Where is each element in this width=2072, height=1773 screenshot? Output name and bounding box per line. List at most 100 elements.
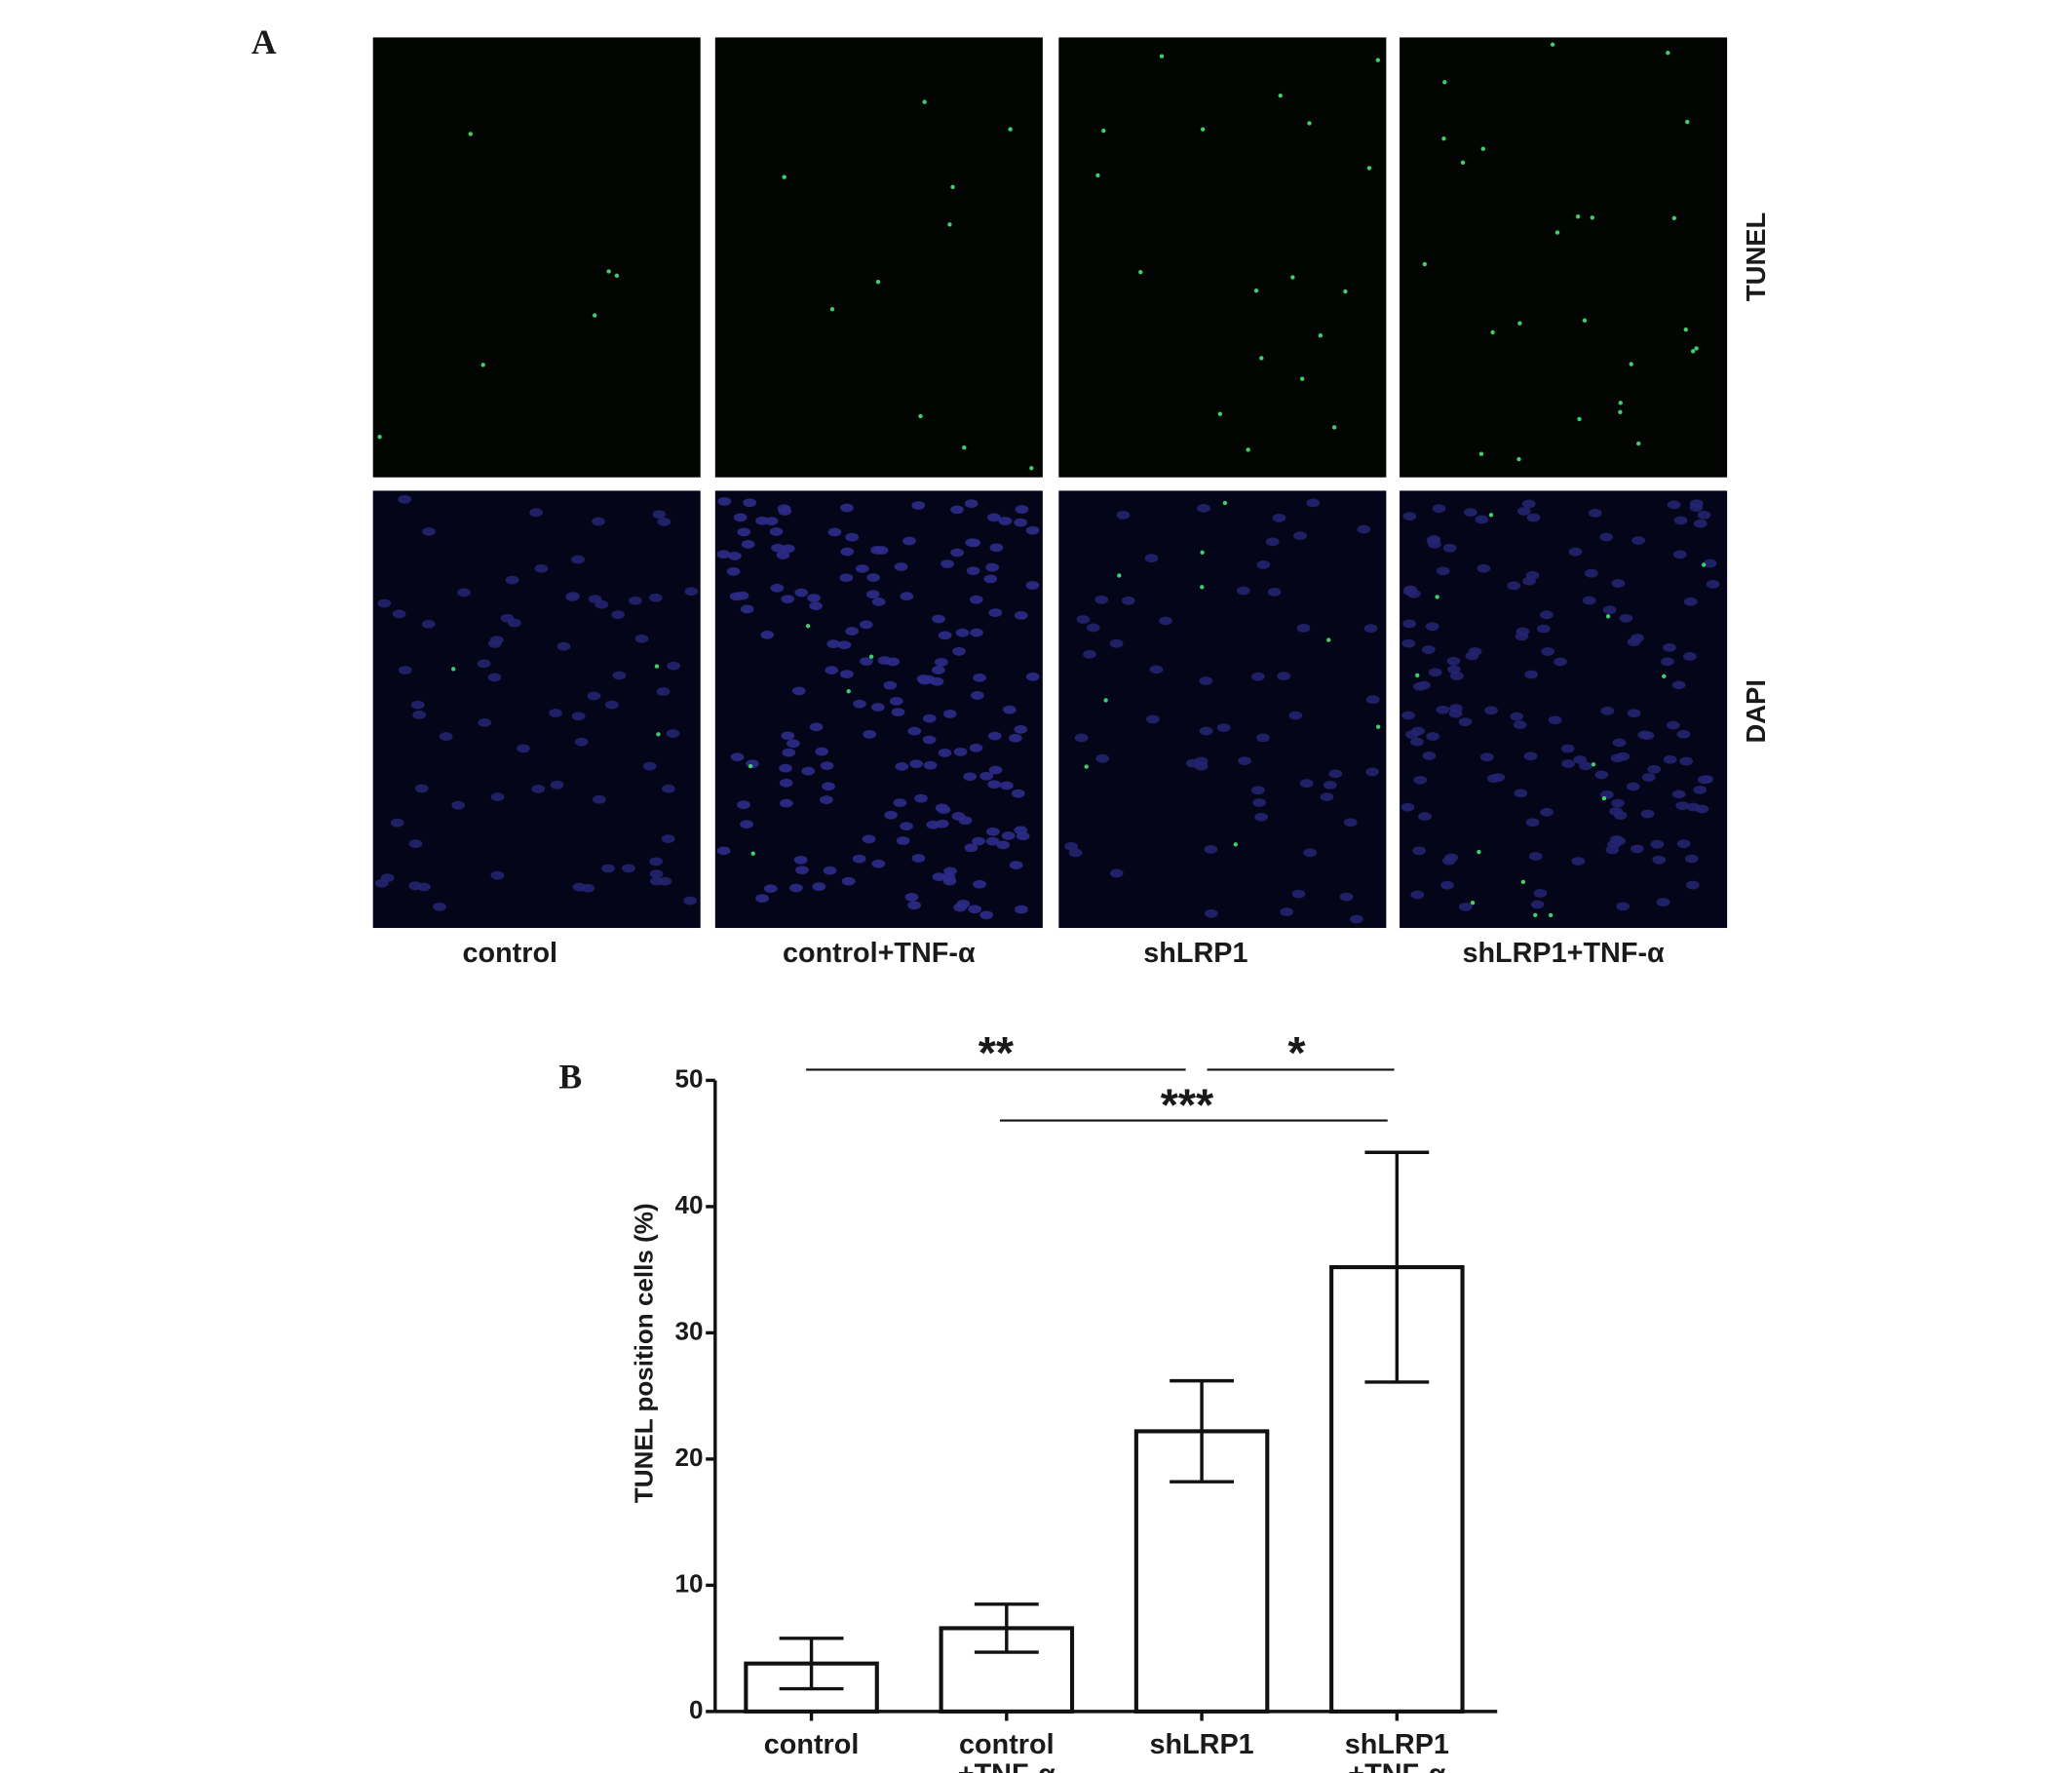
nucleus xyxy=(414,784,429,793)
nucleus xyxy=(841,876,856,886)
nucleus xyxy=(1109,638,1124,648)
tunel-dot xyxy=(1200,550,1205,556)
tunel-dot xyxy=(1605,614,1611,619)
nucleus xyxy=(1666,720,1680,730)
tunel-dot xyxy=(1084,764,1089,769)
nucleus xyxy=(840,670,854,679)
nucleus xyxy=(825,666,839,675)
nucleus xyxy=(1267,587,1282,597)
micrograph xyxy=(714,37,1043,478)
nucleus xyxy=(1579,761,1592,771)
nucleus xyxy=(973,879,986,889)
tunel-dot xyxy=(1200,585,1205,590)
nucleus xyxy=(1663,642,1676,652)
tunel-dot xyxy=(1533,912,1538,918)
nucleus xyxy=(421,619,436,629)
nucleus xyxy=(996,840,1011,850)
nucleus xyxy=(1095,753,1110,763)
nucleus xyxy=(764,517,779,526)
nucleus xyxy=(1293,531,1307,541)
nucleus xyxy=(855,564,869,573)
tunel-dot xyxy=(1477,849,1481,855)
nucleus xyxy=(1600,706,1615,715)
nucleus xyxy=(729,592,744,601)
nucleus xyxy=(894,562,908,571)
tunel-dot xyxy=(1117,573,1122,578)
nucleus xyxy=(717,496,732,506)
nucleus xyxy=(938,631,952,640)
error-bar xyxy=(974,1602,1039,1654)
nucleus xyxy=(837,640,852,650)
nucleus xyxy=(771,543,785,553)
nucleus xyxy=(998,517,1013,525)
nucleus xyxy=(1693,519,1707,528)
nucleus xyxy=(791,686,806,696)
nucleus xyxy=(950,505,964,515)
nucleus xyxy=(951,812,966,821)
nucleus xyxy=(1412,681,1427,691)
nucleus xyxy=(1413,775,1428,785)
nucleus xyxy=(629,596,642,605)
nucleus xyxy=(871,703,885,712)
tunel-dot xyxy=(1488,513,1494,518)
nucleus xyxy=(865,590,880,599)
nucleus xyxy=(1447,665,1461,675)
nucleus xyxy=(968,905,982,914)
y-tick-label: 30 xyxy=(674,1316,703,1345)
nucleus xyxy=(1405,730,1419,740)
nucleus xyxy=(1693,786,1707,794)
tunel-dot xyxy=(947,222,952,227)
nucleus xyxy=(1536,624,1551,634)
nucleus xyxy=(1573,755,1588,764)
nucleus xyxy=(763,884,778,894)
nucleus xyxy=(1365,767,1379,777)
nucleus xyxy=(988,765,1003,775)
nucleus xyxy=(1303,848,1317,858)
nucleus xyxy=(1602,605,1617,615)
nucleus xyxy=(1676,729,1691,739)
tunel-dot xyxy=(1618,409,1623,415)
nucleus xyxy=(1585,568,1598,578)
nucleus xyxy=(1679,756,1693,766)
nucleus xyxy=(1197,504,1210,513)
nucleus xyxy=(895,762,909,771)
nucleus xyxy=(781,544,795,554)
nucleus xyxy=(1256,560,1271,569)
nucleus xyxy=(517,744,530,753)
tunel-dot xyxy=(962,444,967,450)
nucleus xyxy=(911,501,926,510)
nucleus xyxy=(940,559,954,568)
nucleus xyxy=(1109,868,1124,878)
tunel-dot xyxy=(1441,136,1446,141)
tunel-dot xyxy=(1278,93,1283,98)
nucleus xyxy=(1236,586,1250,596)
nucleus xyxy=(1014,518,1028,527)
nucleus xyxy=(966,566,980,576)
nucleus xyxy=(733,513,748,522)
x-tick-label: +TNF-α xyxy=(1348,1758,1445,1773)
nucleus xyxy=(648,593,663,602)
nucleus xyxy=(1204,845,1218,854)
tunel-dot xyxy=(868,654,874,659)
nucleus xyxy=(649,869,664,878)
nucleus xyxy=(412,710,427,719)
tunel-dot xyxy=(1300,376,1305,381)
nucleus xyxy=(930,676,944,686)
nucleus xyxy=(612,671,627,680)
nucleus xyxy=(737,527,751,537)
nucleus xyxy=(1410,890,1425,900)
nucleus xyxy=(953,903,968,912)
nucleus xyxy=(534,563,549,573)
nucleus xyxy=(1432,504,1446,514)
nucleus xyxy=(716,550,731,559)
micrograph xyxy=(372,37,701,478)
error-bar xyxy=(1170,1378,1234,1484)
tunel-dot xyxy=(592,313,597,318)
nucleus xyxy=(932,872,946,882)
tunel-dot xyxy=(1233,842,1239,847)
nucleus xyxy=(1706,579,1720,589)
nucleus xyxy=(439,732,453,741)
nucleus xyxy=(942,876,957,886)
nucleus xyxy=(760,630,775,639)
nucleus xyxy=(1083,649,1096,659)
